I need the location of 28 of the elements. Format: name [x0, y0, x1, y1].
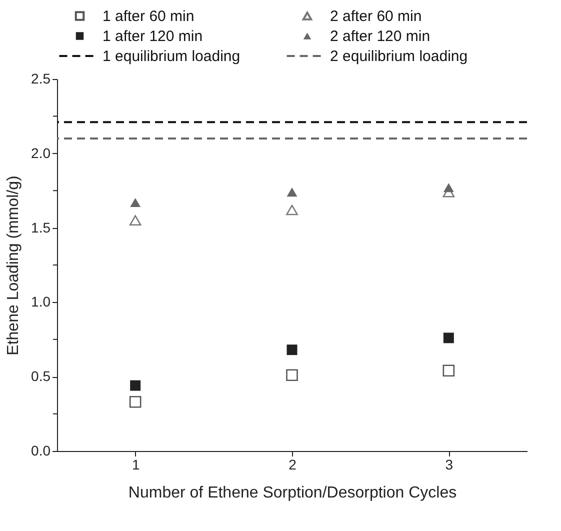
point: [443, 183, 454, 192]
y-axis-title: Ethene Loading (mmol/g): [5, 176, 22, 356]
x-tick-label: 3: [445, 456, 454, 472]
legend-label: 1 equilibrium loading: [102, 48, 240, 65]
legend-label: 1 after 120 min: [102, 28, 203, 45]
point: [129, 215, 142, 226]
point: [286, 204, 298, 216]
x-tick-label: 2: [288, 456, 297, 472]
y-tick-label: 2.0: [31, 144, 51, 161]
legend-label: 1 after 60 min: [102, 8, 194, 25]
x-axis-title: Number of Ethene Sorption/Desorption Cycles: [128, 484, 457, 502]
y-tick-label: 2.5: [31, 70, 51, 86]
point: [442, 364, 455, 377]
legend-label: 2 equilibrium loading: [330, 48, 468, 65]
legend-label: 2 after 120 min: [330, 28, 430, 45]
point: [130, 198, 141, 208]
x-tick-label: 1: [132, 456, 140, 472]
y-tick-label: 0.5: [31, 368, 51, 384]
y-tick-label: 0.0: [31, 442, 51, 458]
y-tick-label: 1.5: [31, 219, 51, 236]
point: [129, 396, 142, 408]
point: [443, 332, 454, 344]
point: [286, 344, 298, 356]
point: [286, 188, 298, 197]
legend-label: 2 after 60 min: [330, 8, 422, 25]
point: [130, 380, 141, 391]
point: [286, 369, 298, 382]
y-tick-label: 1.0: [31, 294, 51, 310]
